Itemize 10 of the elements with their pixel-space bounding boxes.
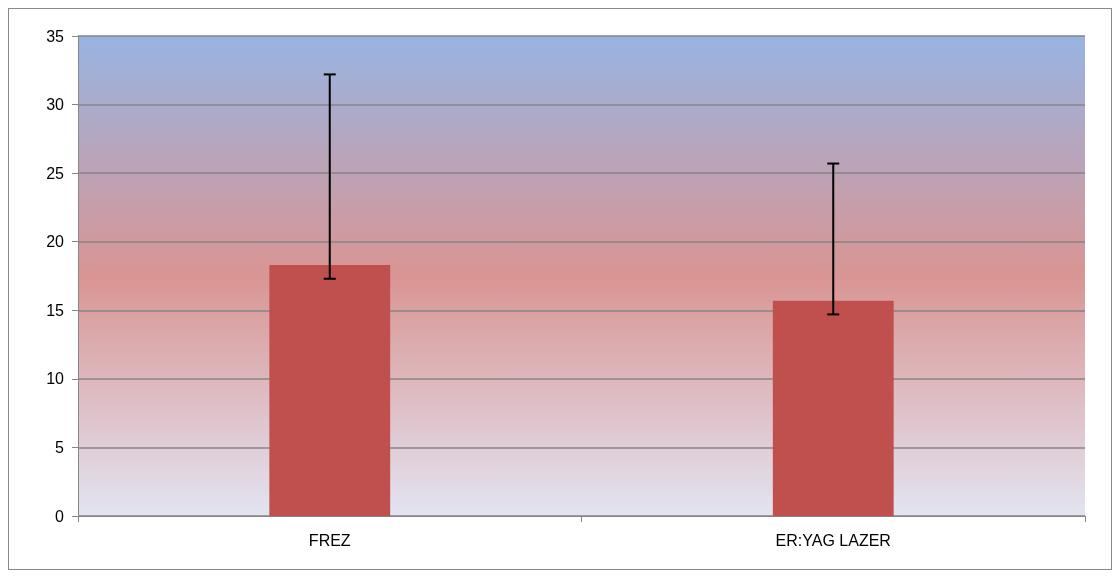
y-tick-label: 15 <box>46 301 65 319</box>
y-tick-label: 25 <box>46 164 65 182</box>
y-tick-label: 35 <box>46 27 65 45</box>
x-tick-label: ER:YAG LAZER <box>775 531 891 549</box>
y-tick-label: 30 <box>46 96 65 114</box>
y-tick-label: 20 <box>46 233 65 251</box>
y-tick-label: 5 <box>55 438 65 456</box>
x-tick-label: FREZ <box>308 531 351 549</box>
y-tick-label: 10 <box>46 370 65 388</box>
y-tick-label: 0 <box>55 507 65 525</box>
